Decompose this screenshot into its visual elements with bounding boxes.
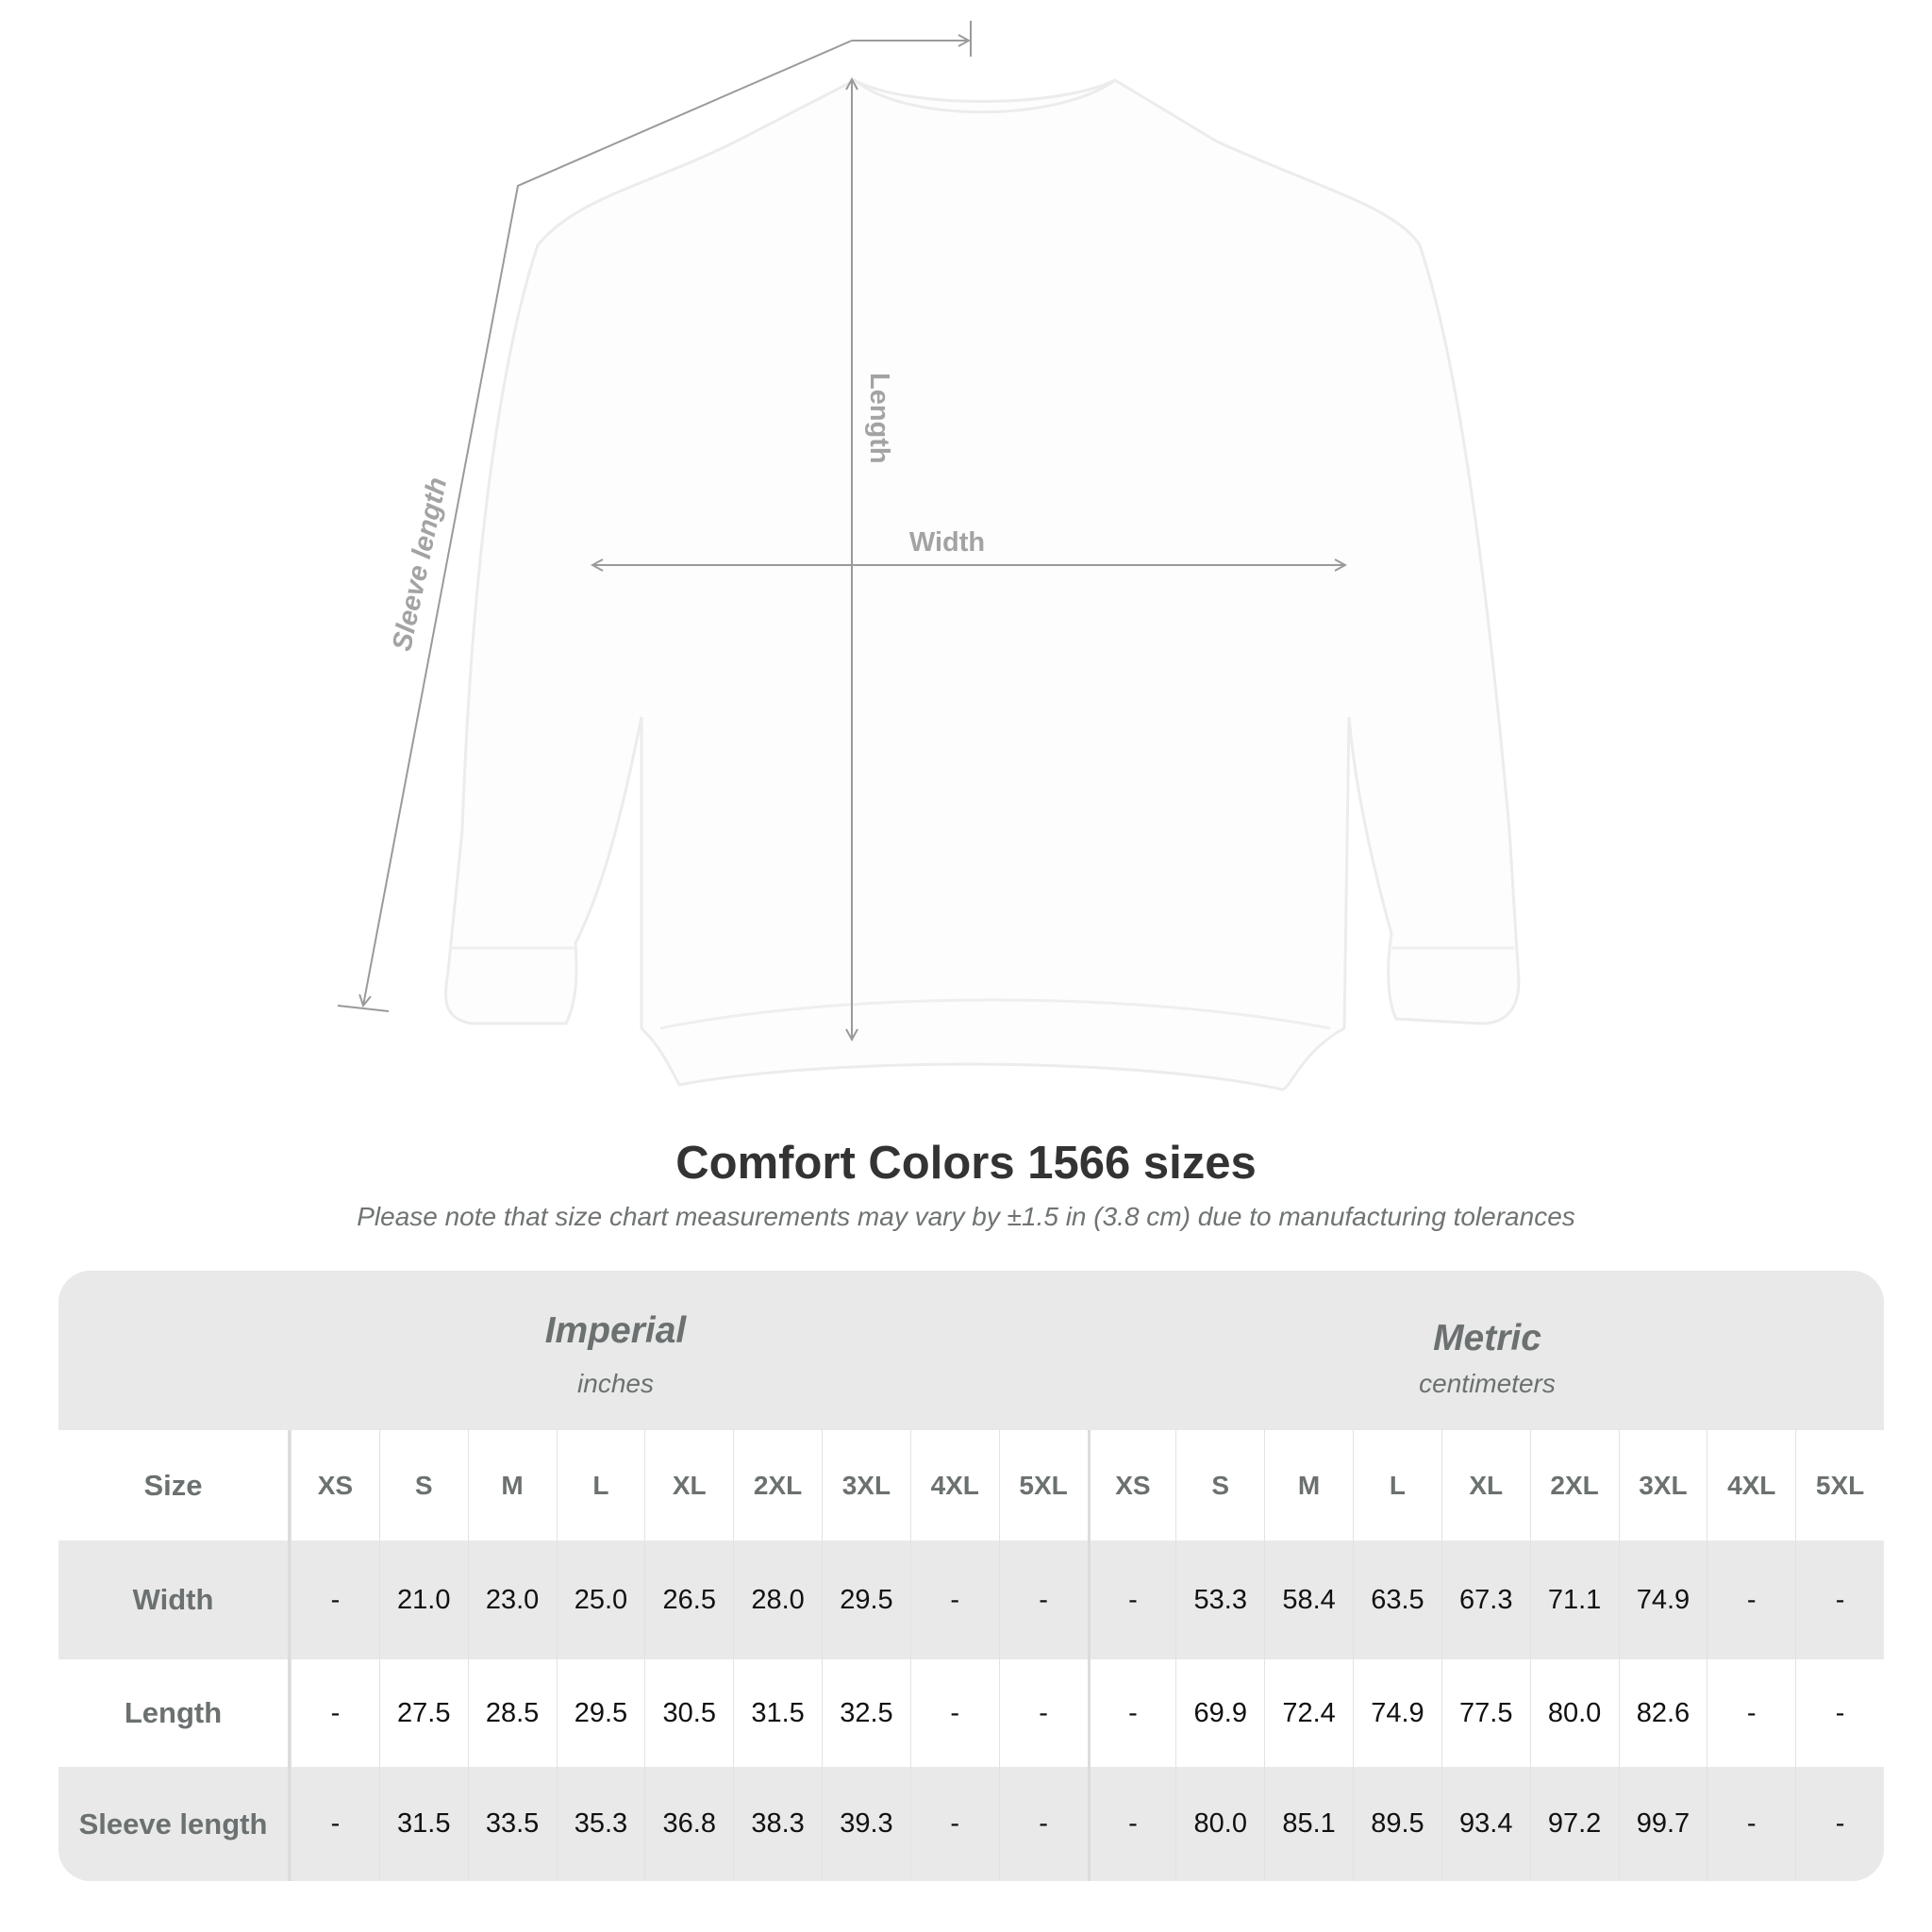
imperial-value-cell: 28.5 [467,1659,557,1767]
metric-value-cell: - [1707,1659,1795,1767]
metric-value-cell: 97.2 [1529,1767,1619,1881]
metric-value-cell: 71.1 [1529,1541,1619,1659]
imperial-value-cell: - [909,1541,999,1659]
metric-header: Metric centimeters [1089,1318,1884,1399]
metric-title: Metric [1433,1318,1541,1358]
table-row: Width -21.0 23.0 25.0 26.5 28.0 29.5- - -53.3 58.… [58,1541,1884,1659]
metric-value-cell: - [1087,1541,1176,1659]
imperial-size-header: 4XL [909,1430,999,1541]
width-label: Width [909,527,985,558]
measurement-lines [337,21,1345,1040]
metric-size-header: 4XL [1707,1430,1795,1541]
imperial-value-cell: - [998,1541,1088,1659]
metric-value-cell: 89.5 [1353,1767,1441,1881]
sleeve-bottom-tick [337,1005,390,1012]
table-row: Sleeve length -31.5 33.5 35.3 36.8 38.3 39.3- -… [58,1767,1884,1881]
metric-value-cell: - [1795,1659,1884,1767]
metric-value-cell: 74.9 [1618,1541,1707,1659]
imperial-value-cell: 29.5 [822,1541,910,1659]
metric-size-header: S [1175,1430,1264,1541]
imperial-size-header: S [378,1430,468,1541]
imperial-value-cell: - [909,1767,999,1881]
metric-size-header: 5XL [1795,1430,1884,1541]
size-chart-table: Imperial inches Metric centimeters Size X… [58,1271,1884,1881]
metric-size-header: XL [1441,1430,1530,1541]
imperial-value-cell: - [909,1659,999,1767]
imperial-size-header: M [467,1430,557,1541]
imperial-size-header: XS [291,1430,379,1541]
metric-value-cell: 72.4 [1264,1659,1353,1767]
row-label: Width [58,1541,291,1659]
metric-size-header: XS [1087,1430,1176,1541]
metric-value-cell: - [1795,1541,1884,1659]
size-row-label: Size [58,1430,291,1541]
imperial-value-cell: - [998,1659,1088,1767]
row-label: Length [58,1659,291,1767]
metric-value-cell: - [1087,1767,1176,1881]
metric-value-cell: 69.9 [1175,1659,1264,1767]
metric-unit: centimeters [1419,1369,1556,1398]
imperial-value-cell: 26.5 [644,1541,733,1659]
metric-value-cell: 58.4 [1264,1541,1353,1659]
imperial-value-cell: - [291,1659,379,1767]
size-row: Size XS S M L XL 2XL 3XL 4XL 5XL XS S M L XL 2XL 3XL 4XL 5… [58,1430,1884,1541]
imperial-size-header: L [556,1430,645,1541]
metric-value-cell: 74.9 [1353,1659,1441,1767]
metric-value-cell: 82.6 [1618,1659,1707,1767]
imperial-value-cell: - [998,1767,1088,1881]
imperial-unit: inches [577,1369,654,1398]
table-row: Length -27.5 28.5 29.5 30.5 31.5 32.5- - -69.9 72… [58,1659,1884,1767]
metric-value-cell: - [1795,1767,1884,1881]
imperial-value-cell: 32.5 [822,1659,910,1767]
imperial-value-cell: 21.0 [378,1541,468,1659]
metric-size-header: 3XL [1618,1430,1707,1541]
metric-value-cell: 67.3 [1441,1541,1530,1659]
page-title: Comfort Colors 1566 sizes [675,1138,1257,1189]
metric-value-cell: - [1707,1767,1795,1881]
sweatshirt-illustration [444,78,1521,1091]
metric-size-header: M [1264,1430,1353,1541]
metric-size-header: L [1353,1430,1441,1541]
imperial-size-header: 2XL [733,1430,822,1541]
imperial-size-header: 3XL [822,1430,910,1541]
imperial-header: Imperial inches [217,1310,1014,1399]
metric-value-cell: - [1707,1541,1795,1659]
imperial-value-cell: - [291,1767,379,1881]
imperial-value-cell: 25.0 [556,1541,645,1659]
imperial-value-cell: 31.5 [378,1767,468,1881]
metric-size-header: 2XL [1529,1430,1619,1541]
sleeve-length-label: Sleeve length [387,475,453,654]
metric-value-cell: 99.7 [1618,1767,1707,1881]
metric-value-cell: 93.4 [1441,1767,1530,1881]
imperial-value-cell: 33.5 [467,1767,557,1881]
imperial-value-cell: 36.8 [644,1767,733,1881]
imperial-value-cell: 38.3 [733,1767,822,1881]
metric-value-cell: 53.3 [1175,1541,1264,1659]
metric-value-cell: 85.1 [1264,1767,1353,1881]
imperial-value-cell: 39.3 [822,1767,910,1881]
imperial-value-cell: 31.5 [733,1659,822,1767]
row-label: Sleeve length [58,1767,291,1881]
imperial-value-cell: 28.0 [733,1541,822,1659]
sweatshirt-diagram: Length Width Sleeve length [337,21,1521,1091]
metric-value-cell: 63.5 [1353,1541,1441,1659]
sleeve-guide-line [363,40,853,1006]
imperial-value-cell: 23.0 [467,1541,557,1659]
tolerance-note: Please note that size chart measurements… [357,1202,1575,1231]
imperial-size-header: XL [644,1430,733,1541]
metric-value-cell: 77.5 [1441,1659,1530,1767]
metric-value-cell: 80.0 [1175,1767,1264,1881]
imperial-size-header: 5XL [998,1430,1088,1541]
imperial-value-cell: 30.5 [644,1659,733,1767]
imperial-value-cell: 35.3 [556,1767,645,1881]
imperial-value-cell: - [291,1541,379,1659]
table-header: Imperial inches Metric centimeters [58,1271,1884,1430]
table-body: Size XS S M L XL 2XL 3XL 4XL 5XL XS S M L XL 2XL 3XL 4XL 5… [58,1430,1884,1881]
imperial-value-cell: 27.5 [378,1659,468,1767]
metric-value-cell: - [1087,1659,1176,1767]
imperial-value-cell: 29.5 [556,1659,645,1767]
imperial-title: Imperial [544,1310,687,1351]
length-label: Length [864,373,894,464]
metric-value-cell: 80.0 [1529,1659,1619,1767]
